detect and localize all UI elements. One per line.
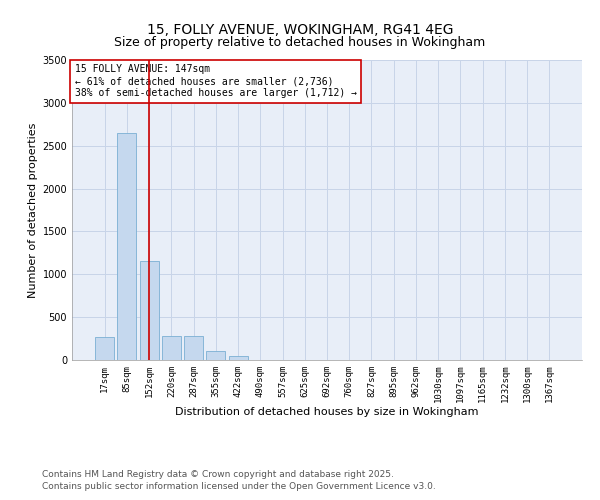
- Bar: [206, 351, 225, 360]
- X-axis label: Distribution of detached houses by size in Wokingham: Distribution of detached houses by size …: [175, 406, 479, 416]
- Bar: [95, 337, 114, 360]
- Y-axis label: Number of detached properties: Number of detached properties: [28, 122, 38, 298]
- Bar: [229, 356, 248, 360]
- Text: Size of property relative to detached houses in Wokingham: Size of property relative to detached ho…: [115, 36, 485, 49]
- Text: 15 FOLLY AVENUE: 147sqm
← 61% of detached houses are smaller (2,736)
38% of semi: 15 FOLLY AVENUE: 147sqm ← 61% of detache…: [74, 64, 356, 98]
- Text: 15, FOLLY AVENUE, WOKINGHAM, RG41 4EG: 15, FOLLY AVENUE, WOKINGHAM, RG41 4EG: [147, 22, 453, 36]
- Bar: [162, 336, 181, 360]
- Text: Contains HM Land Registry data © Crown copyright and database right 2025.: Contains HM Land Registry data © Crown c…: [42, 470, 394, 479]
- Bar: [140, 262, 158, 360]
- Bar: [118, 133, 136, 360]
- Bar: [184, 336, 203, 360]
- Text: Contains public sector information licensed under the Open Government Licence v3: Contains public sector information licen…: [42, 482, 436, 491]
